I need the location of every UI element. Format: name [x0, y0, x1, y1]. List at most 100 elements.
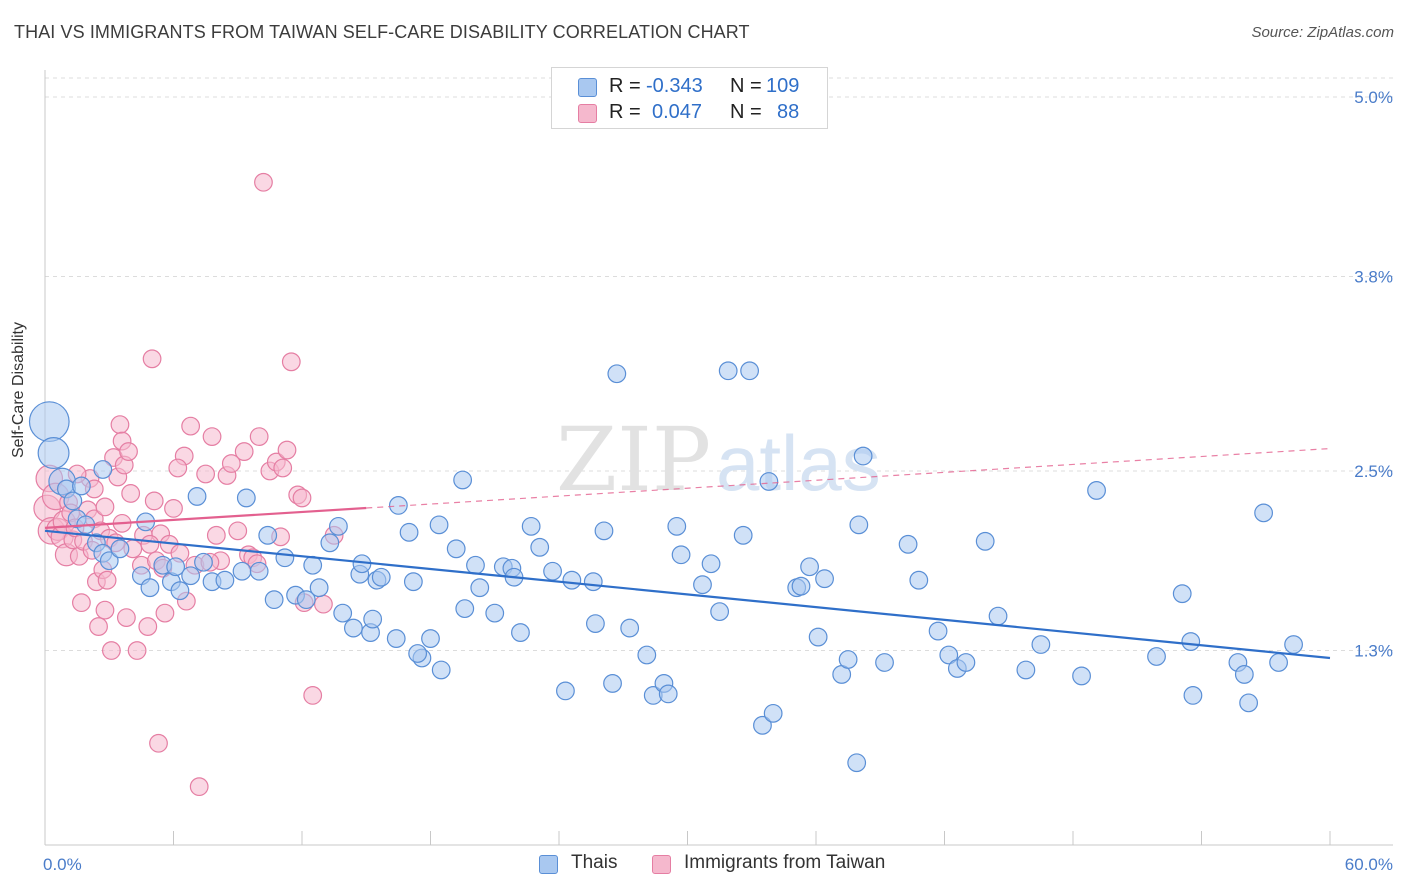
thais-point — [1284, 635, 1303, 654]
taiwan-point — [97, 570, 117, 590]
thais-point — [718, 361, 738, 381]
taiwan-legend-label: Immigrants from Taiwan — [684, 852, 886, 873]
taiwan-point — [121, 484, 141, 503]
thais-point — [37, 437, 70, 470]
taiwan-point — [116, 608, 136, 628]
thais-legend-label: Thais — [571, 852, 618, 873]
thais-point — [753, 715, 772, 735]
thais-point — [853, 446, 873, 466]
thais-point — [1031, 635, 1051, 654]
taiwan-point — [95, 497, 115, 517]
thais-point — [1087, 481, 1106, 500]
thais-point — [194, 552, 213, 572]
thais-point — [403, 572, 423, 592]
thais-point — [187, 487, 207, 506]
taiwan-point — [144, 491, 164, 511]
y-tick-label: 2.5% — [1354, 462, 1393, 481]
taiwan-point — [277, 440, 297, 460]
thais-point — [607, 364, 627, 384]
thais-point — [847, 753, 867, 773]
taiwan-point — [168, 458, 188, 478]
thais-point — [296, 590, 316, 610]
thais-point — [667, 516, 687, 536]
taiwan-point — [249, 427, 269, 446]
thais-point — [849, 515, 869, 535]
taiwan-point — [273, 458, 293, 478]
taiwan-point — [189, 777, 209, 797]
thais-point — [264, 590, 284, 610]
y-tick-labels: 1.3% 2.5% 3.8% 5.0% — [1354, 88, 1393, 661]
taiwan-swatch — [578, 104, 597, 123]
thais-point — [408, 644, 428, 663]
thais-point — [1147, 647, 1166, 666]
thais-point — [99, 551, 119, 571]
thais-point — [800, 557, 819, 577]
thais-point — [909, 570, 929, 590]
thais-trendline — [44, 529, 1331, 660]
thais-point — [249, 561, 269, 581]
thais-point — [808, 627, 828, 647]
thais-point — [759, 472, 779, 491]
thais-point — [399, 522, 419, 542]
n-label: N = — [730, 75, 762, 97]
watermark-zip: ZIP — [556, 408, 711, 511]
thais-point — [333, 603, 353, 623]
n-value: 109 — [766, 75, 800, 97]
thais-point — [928, 621, 948, 641]
thais-point — [988, 606, 1008, 626]
thais-point — [466, 555, 485, 575]
thais-point — [671, 545, 691, 565]
x-tick-label-min: 0.0% — [43, 855, 82, 874]
thais-point — [309, 578, 329, 598]
thais-point — [166, 557, 186, 577]
x-tick-label-max: 60.0% — [1345, 855, 1393, 874]
thais-point — [939, 645, 959, 665]
taiwan-point — [234, 442, 254, 461]
thais-point — [363, 609, 383, 629]
taiwan-point — [142, 349, 162, 369]
taiwan-point — [303, 686, 323, 705]
thais-point — [562, 570, 582, 590]
thais-point — [431, 660, 451, 680]
taiwan-point — [196, 464, 216, 484]
thais-point — [898, 534, 918, 554]
thais-point — [371, 567, 391, 587]
y-tick-label: 5.0% — [1354, 88, 1393, 107]
thais-legend-swatch — [539, 855, 558, 874]
thais-point — [586, 614, 605, 633]
r-label: R = — [609, 101, 641, 123]
thais-point — [110, 539, 130, 559]
thais-point — [975, 531, 995, 551]
thais-point — [28, 401, 70, 443]
thais-point — [1172, 584, 1192, 604]
thais-point — [1234, 665, 1254, 684]
trendlines — [44, 447, 1331, 660]
taiwan-point — [164, 499, 183, 518]
taiwan-point — [228, 521, 248, 541]
thais-point — [446, 539, 466, 559]
thais-point — [733, 525, 753, 545]
taiwan-point — [138, 617, 158, 636]
taiwan-trendline-dashed — [366, 447, 1331, 509]
thais-point — [556, 681, 575, 701]
taiwan-point — [281, 352, 301, 372]
thais-point — [386, 629, 406, 648]
thais-point — [232, 561, 252, 581]
thais-point — [275, 548, 295, 568]
thais-point — [388, 496, 408, 515]
thais-point — [72, 476, 91, 496]
taiwan-point — [119, 442, 138, 461]
source-credit: Source: ZipAtlas.com — [1251, 24, 1394, 41]
thais-point — [603, 674, 622, 693]
thais-point — [1181, 632, 1201, 651]
taiwan-point — [140, 534, 160, 554]
thais-point — [421, 629, 440, 648]
taiwan-point — [72, 593, 91, 613]
thais-point — [620, 618, 640, 638]
thais-point — [763, 703, 783, 723]
thais-point — [429, 515, 449, 535]
thais-point — [1183, 686, 1203, 705]
thais-point — [815, 569, 834, 589]
y-tick-label: 1.3% — [1354, 642, 1393, 661]
